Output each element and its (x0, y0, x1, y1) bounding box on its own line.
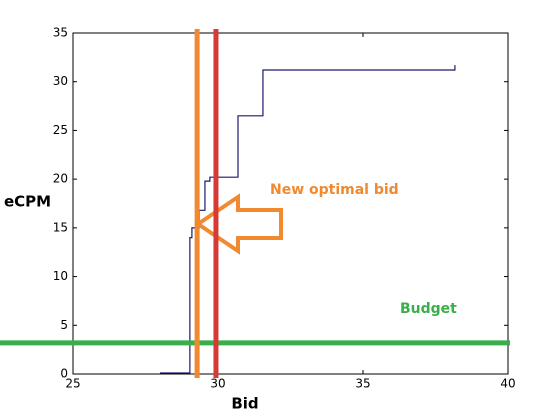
y-axis-label: eCPM (4, 193, 51, 211)
data-line (160, 65, 456, 374)
y-tick-label: 0 (60, 367, 68, 381)
arrow (194, 193, 283, 255)
x-tick-label: 30 (210, 377, 225, 391)
y-tick-label: 20 (53, 172, 68, 186)
y-tick-label: 25 (53, 123, 68, 137)
y-tick-label: 35 (53, 26, 68, 40)
y-tick-label: 15 (53, 220, 68, 234)
x-tick-label: 40 (500, 377, 515, 391)
budget-label: Budget (400, 301, 457, 317)
x-tick-label: 25 (65, 377, 80, 391)
y-tick-label: 10 (53, 269, 68, 283)
y-tick-label: 5 (60, 318, 68, 332)
bid-annotation: New optimal bid (270, 182, 399, 198)
x-axis-label: Bid (231, 395, 258, 413)
plot-frame (72, 32, 509, 375)
y-tick-label: 30 (53, 74, 68, 88)
x-tick-label: 35 (355, 377, 370, 391)
